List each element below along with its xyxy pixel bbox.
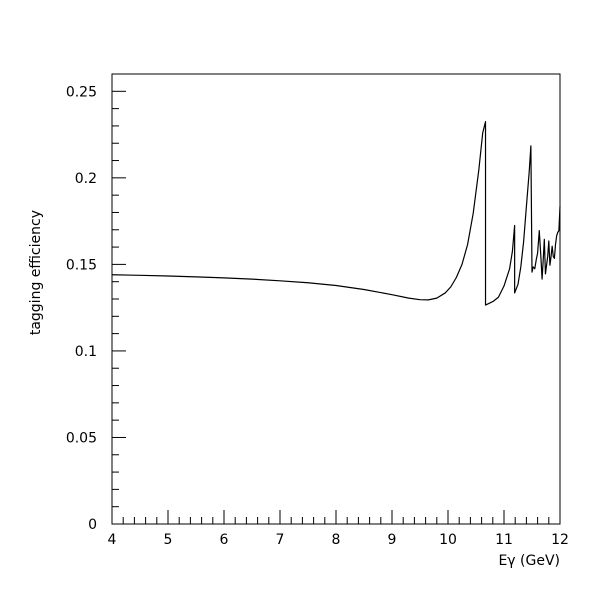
major-ticks — [111, 90, 561, 525]
y-tick-label: 0.05 — [66, 430, 97, 446]
y-tick-label: 0.25 — [66, 84, 97, 100]
y-tick-label: 0 — [88, 517, 97, 533]
x-tick-label: 8 — [332, 532, 341, 548]
minor-ticks — [112, 108, 550, 524]
y-tick-label: 0.1 — [75, 344, 97, 360]
x-tick-labels: 4 5 6 7 8 9 10 11 12 — [108, 532, 569, 548]
x-tick-label: 6 — [220, 532, 229, 548]
x-tick-label: 4 — [108, 532, 117, 548]
y-tick-label: 0.2 — [75, 171, 97, 187]
x-tick-label: 10 — [439, 532, 457, 548]
x-tick-label: 5 — [164, 532, 173, 548]
series-line — [111, 120, 561, 306]
y-tick-labels: 0 0.05 0.1 0.15 0.2 0.25 — [66, 84, 97, 533]
x-tick-label: 7 — [276, 532, 285, 548]
series-layer — [111, 120, 561, 306]
plot-frame — [111, 73, 561, 525]
y-axis-label: tagging efficiency — [28, 210, 44, 335]
y-tick-label: 0.15 — [66, 257, 97, 273]
x-axis-label: Eγ (GeV) — [498, 553, 560, 569]
x-tick-label: 11 — [495, 532, 513, 548]
x-tick-label: 9 — [388, 532, 397, 548]
x-tick-label: 12 — [551, 532, 569, 548]
